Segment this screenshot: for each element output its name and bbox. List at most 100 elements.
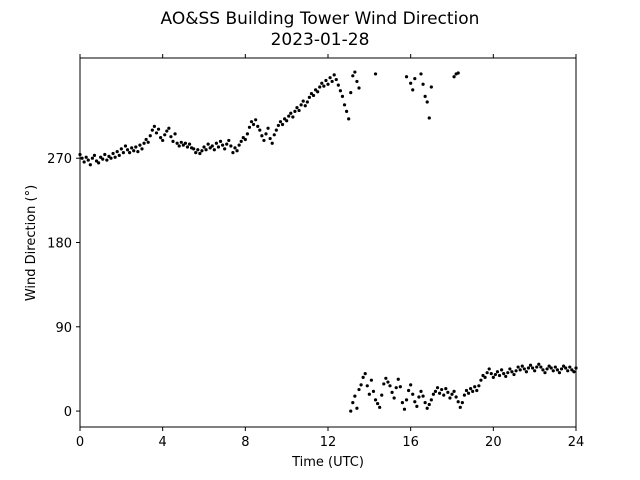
- data-point: [380, 393, 384, 397]
- data-point: [357, 387, 361, 392]
- data-point: [452, 389, 456, 394]
- axis-ticks: 0 4 8 12 16 20 24 0 90 180 270: [47, 54, 584, 450]
- data-point: [204, 148, 208, 152]
- data-point: [252, 122, 256, 127]
- data-point: [419, 389, 423, 394]
- data-point: [78, 152, 82, 157]
- data-point: [353, 394, 357, 398]
- data-point: [235, 149, 239, 153]
- data-point: [429, 398, 433, 402]
- data-point: [386, 380, 390, 384]
- data-point: [101, 157, 105, 161]
- data-point: [94, 159, 99, 163]
- data-point: [256, 124, 260, 128]
- data-point: [435, 386, 440, 390]
- data-point: [427, 116, 431, 120]
- data-point: [361, 375, 365, 379]
- data-point: [400, 401, 404, 405]
- data-point: [359, 383, 363, 387]
- data-point: [384, 376, 388, 380]
- data-point: [456, 71, 460, 75]
- data-point: [307, 95, 311, 99]
- data-point: [409, 383, 413, 387]
- data-point: [528, 363, 533, 367]
- data-point: [415, 404, 419, 408]
- data-point: [99, 155, 103, 159]
- data-point: [421, 82, 425, 86]
- data-point: [487, 367, 491, 371]
- data-point: [285, 119, 289, 123]
- data-point: [564, 366, 568, 370]
- data-point: [324, 78, 328, 83]
- data-point: [241, 136, 245, 140]
- data-point: [340, 94, 345, 98]
- data-point: [518, 368, 522, 372]
- data-point: [229, 144, 233, 148]
- data-point: [196, 148, 200, 152]
- data-point: [303, 104, 307, 108]
- data-point: [502, 372, 506, 376]
- x-tick-label: 4: [159, 435, 167, 450]
- data-point: [283, 117, 287, 121]
- data-point: [342, 103, 347, 107]
- x-axis-label: Time (UTC): [291, 455, 364, 470]
- data-point: [537, 362, 541, 366]
- data-point: [454, 395, 458, 399]
- data-point: [545, 367, 549, 371]
- data-point: [332, 73, 336, 77]
- data-point: [394, 386, 398, 390]
- data-point: [223, 147, 227, 151]
- data-point: [553, 365, 557, 369]
- data-point: [103, 152, 107, 157]
- data-point: [206, 142, 210, 146]
- data-point: [177, 144, 181, 148]
- data-point: [396, 377, 400, 381]
- data-point: [460, 401, 464, 405]
- data-point: [425, 406, 429, 410]
- data-point: [539, 365, 543, 369]
- data-point: [239, 139, 243, 143]
- data-point: [392, 396, 396, 400]
- data-point: [82, 160, 86, 164]
- data-point: [489, 372, 493, 376]
- data-point: [466, 391, 471, 395]
- data-point: [557, 371, 562, 375]
- data-point: [262, 138, 266, 143]
- data-point: [276, 123, 280, 128]
- data-point: [161, 138, 165, 143]
- data-point: [497, 373, 502, 378]
- data-point: [493, 372, 497, 377]
- data-point: [526, 366, 531, 370]
- data-point: [491, 375, 495, 379]
- data-point: [208, 146, 212, 150]
- data-point: [86, 158, 90, 162]
- data-point: [328, 76, 332, 80]
- data-point: [349, 409, 353, 413]
- data-point: [225, 142, 229, 146]
- data-point: [305, 100, 309, 104]
- data-point: [458, 405, 462, 409]
- data-point: [479, 378, 483, 382]
- data-point: [411, 392, 415, 396]
- data-point: [254, 118, 258, 122]
- data-point: [179, 140, 183, 144]
- data-point: [142, 141, 146, 145]
- data-point: [371, 389, 376, 394]
- data-point: [351, 74, 355, 78]
- data-point: [146, 140, 150, 144]
- data-point: [533, 369, 537, 373]
- data-point: [163, 133, 167, 137]
- data-point: [218, 139, 223, 143]
- data-point: [123, 144, 128, 148]
- data-point: [231, 150, 235, 155]
- data-point: [464, 388, 469, 393]
- data-point: [198, 151, 202, 156]
- data-point: [165, 129, 169, 133]
- data-point: [429, 85, 433, 89]
- data-point: [202, 145, 206, 149]
- data-point: [138, 143, 142, 147]
- data-point: [132, 149, 136, 153]
- data-point: [309, 91, 314, 96]
- data-point: [425, 100, 429, 104]
